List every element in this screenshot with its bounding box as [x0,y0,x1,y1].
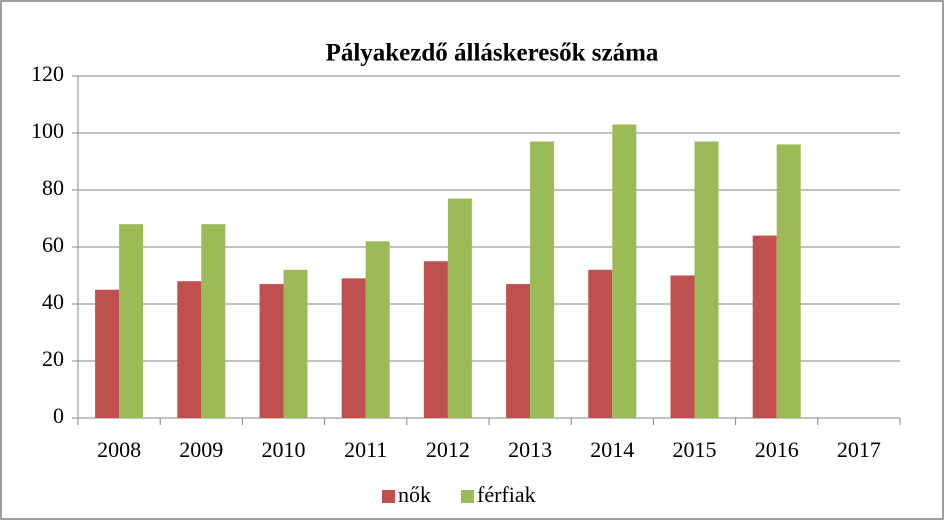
bar [341,278,366,418]
bar [259,284,284,418]
y-tick-label: 40 [42,289,64,314]
bar [177,281,202,418]
chart-title: Pályakezdő álláskeresők száma [326,40,659,67]
bar [588,269,613,418]
y-tick-label: 20 [42,346,64,371]
bar [447,198,472,418]
bar [423,261,448,418]
bar [612,124,637,418]
bar [776,144,801,418]
y-tick-label: 100 [31,118,64,143]
bar [365,241,390,418]
bar [119,224,144,418]
bar [670,275,695,418]
x-tick-label: 2016 [755,437,799,462]
x-tick-label: 2015 [673,437,717,462]
x-tick-label: 2013 [508,437,552,462]
legend-swatch [461,490,474,503]
y-tick-label: 120 [31,61,64,86]
bar [506,284,531,418]
x-tick-label: 2009 [179,437,223,462]
x-tick-label: 2010 [262,437,306,462]
y-tick-label: 60 [42,232,64,257]
bar [752,235,777,418]
legend-swatch [382,490,395,503]
y-tick-label: 0 [53,403,64,428]
x-tick-label: 2012 [426,437,470,462]
x-tick-label: 2017 [837,437,881,462]
x-tick-label: 2008 [97,437,141,462]
x-tick-label: 2014 [590,437,634,462]
bar [530,141,555,419]
x-tick-label: 2011 [344,437,387,462]
legend-label: férfiak [477,482,536,507]
y-tick-label: 80 [42,175,64,200]
bar [283,269,308,418]
bar [95,289,120,418]
bar [694,141,719,419]
legend-label: nők [398,482,431,507]
bar [201,224,226,418]
